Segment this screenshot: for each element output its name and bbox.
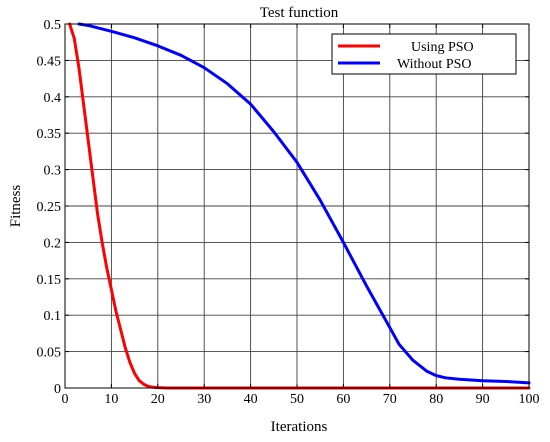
y-tick-label: 0.1 xyxy=(44,309,62,324)
x-tick-label: 40 xyxy=(244,392,258,407)
legend: Using PSO Without PSO xyxy=(331,33,517,75)
x-tick-label: 50 xyxy=(290,392,304,407)
y-tick-label: 0.2 xyxy=(44,236,62,251)
y-tick-label: 0.25 xyxy=(37,200,62,215)
legend-label-using-pso: Using PSO xyxy=(411,40,474,55)
y-axis-label: Fitness xyxy=(8,185,24,228)
x-tick-label: 30 xyxy=(197,392,211,407)
legend-label-without-pso: Without PSO xyxy=(397,57,472,72)
series-line-without-pso xyxy=(77,22,531,385)
y-tick-label: 0.15 xyxy=(37,273,62,288)
ticks: 0 10 20 30 40 50 60 70 80 90 100 0 0.05 0.1 0.15 0.2 0.2… xyxy=(37,18,540,407)
x-tick-label: 10 xyxy=(104,392,118,407)
legend-box xyxy=(331,33,517,75)
chart-title: Test function xyxy=(260,5,339,21)
y-tick-label: 0.05 xyxy=(37,346,62,361)
y-tick-label: 0.3 xyxy=(44,164,62,179)
x-tick-label: 70 xyxy=(383,392,397,407)
x-tick-label: 90 xyxy=(476,392,490,407)
x-tick-label: 20 xyxy=(151,392,165,407)
x-tick-label: 0 xyxy=(62,392,69,407)
y-tick-label: 0.5 xyxy=(44,18,62,33)
grid xyxy=(65,24,529,388)
y-tick-label: 0.35 xyxy=(37,127,62,142)
x-tick-label: 80 xyxy=(429,392,443,407)
y-tick-label: 0 xyxy=(54,382,61,397)
x-tick-label: 100 xyxy=(519,392,540,407)
x-axis-label: Iterations xyxy=(271,419,328,435)
x-tick-label: 60 xyxy=(336,392,350,407)
y-tick-label: 0.4 xyxy=(44,91,62,106)
y-tick-label: 0.45 xyxy=(37,54,62,69)
